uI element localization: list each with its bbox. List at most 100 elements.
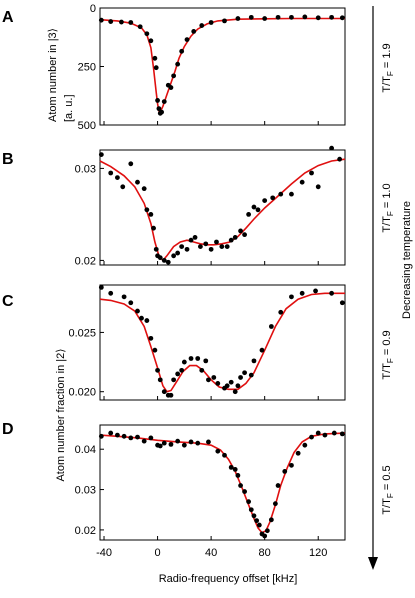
data-point <box>148 212 154 217</box>
data-point <box>184 37 190 42</box>
data-point <box>235 16 241 21</box>
x-axis-label: Radio-frequency offset [kHz] <box>159 573 298 585</box>
data-point <box>235 473 241 478</box>
data-point <box>339 300 345 306</box>
temperature-label: T/TF = 1.9 <box>381 43 395 92</box>
data-point <box>191 29 197 34</box>
data-point <box>135 308 140 314</box>
decreasing-temperature-label: Decreasing temperature <box>401 201 413 319</box>
data-point <box>161 440 167 446</box>
y-axis-label-top: Atom number in |3⟩ <box>47 28 59 122</box>
panels-group: A 0 250 500 T/TF = 1.9 B 0.03 0.02 T/TF = 1.0 C 0.… <box>2 3 395 559</box>
data-point <box>248 14 254 20</box>
data-point <box>119 19 124 25</box>
data-point <box>152 55 158 61</box>
data-point <box>171 377 177 383</box>
data-point <box>232 235 238 240</box>
data-point <box>262 198 268 204</box>
data-point <box>228 237 234 243</box>
panel-letter: D <box>2 421 14 438</box>
temperature-label: T/TF = 1.0 <box>381 183 395 232</box>
data-point <box>171 73 177 79</box>
data-point <box>275 483 281 488</box>
data-point <box>302 442 308 448</box>
data-point <box>161 389 167 395</box>
y-tick-label: 0.02 <box>75 525 96 537</box>
data-point <box>215 381 221 386</box>
data-point <box>268 324 274 329</box>
data-point <box>228 379 234 385</box>
panel-C: C 0.025 0.020 T/TF = 0.9 <box>2 284 395 401</box>
data-point <box>179 244 185 250</box>
y-tick-label: 0 <box>90 3 96 15</box>
data-point <box>161 258 167 263</box>
data-point <box>248 372 254 378</box>
x-tick-label: -40 <box>96 547 112 559</box>
y-tick-label: 0.04 <box>75 444 96 456</box>
data-point <box>161 99 167 104</box>
data-point <box>152 347 158 353</box>
panel-A: A 0 250 500 T/TF = 1.9 <box>2 3 395 132</box>
data-point <box>148 38 154 44</box>
x-tick-label: 120 <box>309 547 327 559</box>
y-tick-label: 0.02 <box>75 255 96 267</box>
data-point <box>315 430 321 436</box>
temperature-label: T/TF = 0.5 <box>381 465 395 514</box>
data-point <box>329 14 335 20</box>
data-point <box>289 14 294 20</box>
data-point <box>262 533 268 539</box>
data-point <box>331 430 337 436</box>
data-point <box>151 225 156 231</box>
data-point <box>179 48 185 54</box>
data-point <box>98 17 104 23</box>
data-point <box>339 15 345 21</box>
data-point <box>98 284 104 290</box>
data-point <box>309 170 314 176</box>
temperature-label: T/TF = 0.9 <box>381 330 395 379</box>
data-point <box>157 377 163 383</box>
data-point <box>322 432 328 438</box>
data-point <box>98 433 104 439</box>
data-point <box>278 309 284 315</box>
panel-frame <box>99 424 346 541</box>
data-point <box>181 442 187 448</box>
data-point <box>115 175 120 181</box>
panel-letter: B <box>2 151 14 168</box>
data-point <box>175 371 181 377</box>
data-point <box>168 85 174 90</box>
panel-frame <box>99 149 346 266</box>
data-point <box>175 250 181 256</box>
panel-B: B 0.03 0.02 T/TF = 1.0 <box>2 145 395 267</box>
data-point <box>137 24 143 30</box>
data-point <box>157 443 163 449</box>
fit-curve <box>99 292 345 393</box>
data-point <box>275 14 281 20</box>
y-axis-label-top-unit: [a. u.] <box>63 94 75 122</box>
data-point <box>299 290 305 296</box>
data-point <box>141 438 147 444</box>
data-point <box>157 255 163 261</box>
y-tick-label: 0.025 <box>68 327 96 339</box>
data-point <box>108 170 114 176</box>
y-tick-label: 250 <box>78 62 96 74</box>
data-point <box>168 441 174 447</box>
data-point <box>108 19 114 24</box>
fit-curve <box>99 158 346 262</box>
data-point <box>165 259 171 265</box>
data-point <box>203 358 209 364</box>
data-point <box>222 452 227 458</box>
data-point <box>259 347 265 353</box>
data-point <box>222 18 227 24</box>
data-point <box>128 161 134 167</box>
data-point <box>128 435 134 441</box>
data-point <box>195 440 201 446</box>
data-point <box>98 152 104 158</box>
data-point <box>246 212 252 217</box>
data-point <box>238 375 243 380</box>
y-tick-label: 0.03 <box>75 163 96 175</box>
data-point <box>148 435 154 441</box>
data-point <box>272 501 278 507</box>
temperature-arrow-head <box>368 557 378 570</box>
data-point <box>256 522 262 528</box>
